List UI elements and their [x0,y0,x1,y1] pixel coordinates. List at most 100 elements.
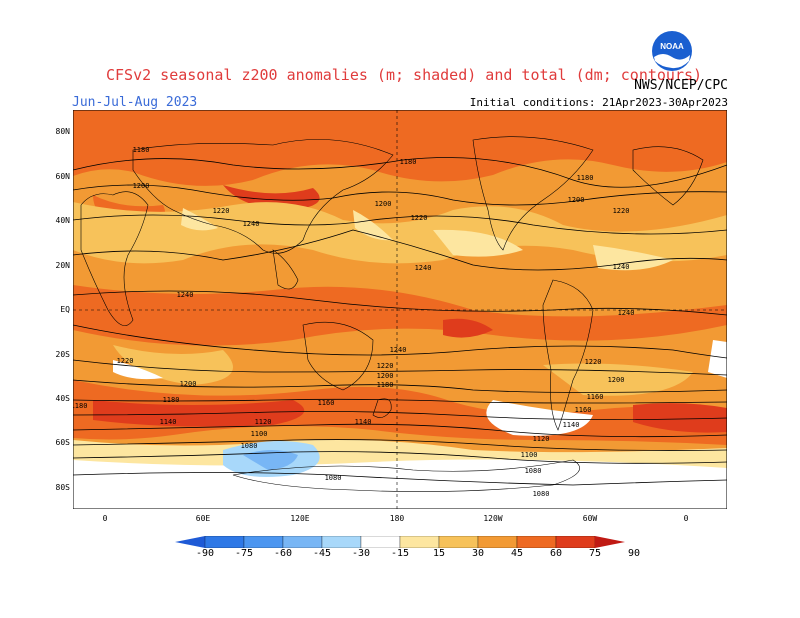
x-tick-label: 180 [389,514,405,523]
shade-pale-3 [433,229,523,257]
contour-label: 1220 [411,214,428,222]
contour-label: 1180 [163,396,180,404]
contour-label: 1140 [563,421,580,429]
initial-conditions-label: Initial conditions: 21Apr2023-30Apr2023 [469,96,728,109]
x-tick-label: 60E [195,514,211,523]
shade-south-strong-1 [93,400,305,427]
shade-s-light-1 [113,345,233,385]
y-tick-label: 80N [55,127,70,136]
y-tick-label: 80S [55,483,70,492]
shade-s-white-1 [113,360,163,380]
shade-negative-core [243,450,298,470]
contour-label: 1180 [133,146,150,154]
contour-label: 1140 [160,418,177,426]
contour-label: 1120 [533,435,550,443]
coastlines [80,136,704,492]
colorbar-arrow-low [175,536,205,548]
shade-north-spot [223,185,320,210]
y-tick-label: 60S [55,438,70,447]
contour-label: 1200 [608,376,625,384]
contour-label: 1160 [587,393,604,401]
colorbar-box [555,536,596,548]
shade-tropic-spot [443,318,493,338]
contour-label: 1080 [325,474,342,482]
contour-label: 1120 [255,418,272,426]
contour-labels: 1180 1200 1220 1240 1240 1180 1200 1220 … [73,146,634,498]
colorbar-label: -15 [390,548,410,559]
colorbar-label: 60 [549,548,563,559]
contour-label: 1220 [213,207,230,215]
x-tick-label: 120E [290,514,310,523]
contour-label: 1200 [180,380,197,388]
colorbar-box [204,536,245,548]
shade-pale-1 [181,208,218,231]
colorbar-box [243,536,284,548]
shade-north-band [73,110,727,186]
colorbar-label: -75 [234,548,254,559]
colorbar-label: -45 [312,548,332,559]
y-tick-label: 60N [55,172,70,181]
colorbar-box [438,536,479,548]
y-tick-label: 20N [55,261,70,270]
contour-label: 1200 [568,196,585,204]
contour-label: 1140 [355,418,372,426]
shade-south-strong-2 [633,403,727,433]
noaa-logo-icon: NOAA [652,31,692,71]
shade-pale-4 [593,245,673,271]
map-title: CFSv2 seasonal z200 anomalies (m; shaded… [106,66,703,84]
contour-label: 1100 [251,430,268,438]
contours [73,157,727,486]
reference-lines [73,110,727,509]
y-tick-label: 20S [55,350,70,359]
contour-label: 1240 [618,309,635,317]
contour-label: 1100 [521,451,538,459]
contour-label: 1200 [375,200,392,208]
y-tick-label: 40S [55,394,70,403]
contour-label: 1080 [533,490,550,498]
colorbar-box [321,536,362,548]
contour-label: 1240 [243,220,260,228]
shade-s-light-2 [543,363,693,396]
contour-label: 1180 [73,402,87,410]
anomaly-map: 1180 1200 1220 1240 1240 1180 1200 1220 … [73,110,727,509]
colorbar-label: 90 [627,548,641,559]
colorbar-label: 30 [471,548,485,559]
x-tick-label: 120W [483,514,503,523]
colorbar-label: 75 [588,548,602,559]
contour-label: 1220 [585,358,602,366]
contour-label: 1220 [613,207,630,215]
x-tick-label: 0 [683,514,689,523]
contour-label: 1200 [377,372,394,380]
shade-light-north [73,202,727,264]
y-tick-label: EQ [60,305,70,314]
y-tick-label: 40N [55,216,70,225]
contour-label: 1240 [177,291,194,299]
contour-label: 1240 [415,264,432,272]
contour-label: 1200 [133,182,150,190]
x-tick-label: 60W [582,514,598,523]
shade-white-gap [486,400,593,436]
colorbar [175,536,625,548]
contour-label: 1080 [525,467,542,475]
colorbar-box [399,536,440,548]
colorbar-arrow-high [595,536,625,548]
agency-label: NWS/NCEP/CPC [634,78,728,93]
contour-label: 1180 [377,381,394,389]
colorbar-label: 45 [510,548,524,559]
contour-label: 1160 [575,406,592,414]
contour-label: 1220 [117,357,134,365]
colorbar-box [282,536,323,548]
colorbar-box [360,536,401,548]
logo-text: NOAA [660,42,684,51]
contour-label: 1240 [390,346,407,354]
colorbar-box [477,536,518,548]
shade-tropics [73,285,727,346]
shade-s-white-2 [708,340,727,378]
contour-label: 1160 [318,399,335,407]
colorbar-box [516,536,557,548]
shade-antarctic-white [73,459,727,509]
contour-label: 1240 [613,263,630,271]
colorbar-label: 15 [432,548,446,559]
colorbar-label: -60 [273,548,293,559]
colorbar-label: -90 [195,548,215,559]
